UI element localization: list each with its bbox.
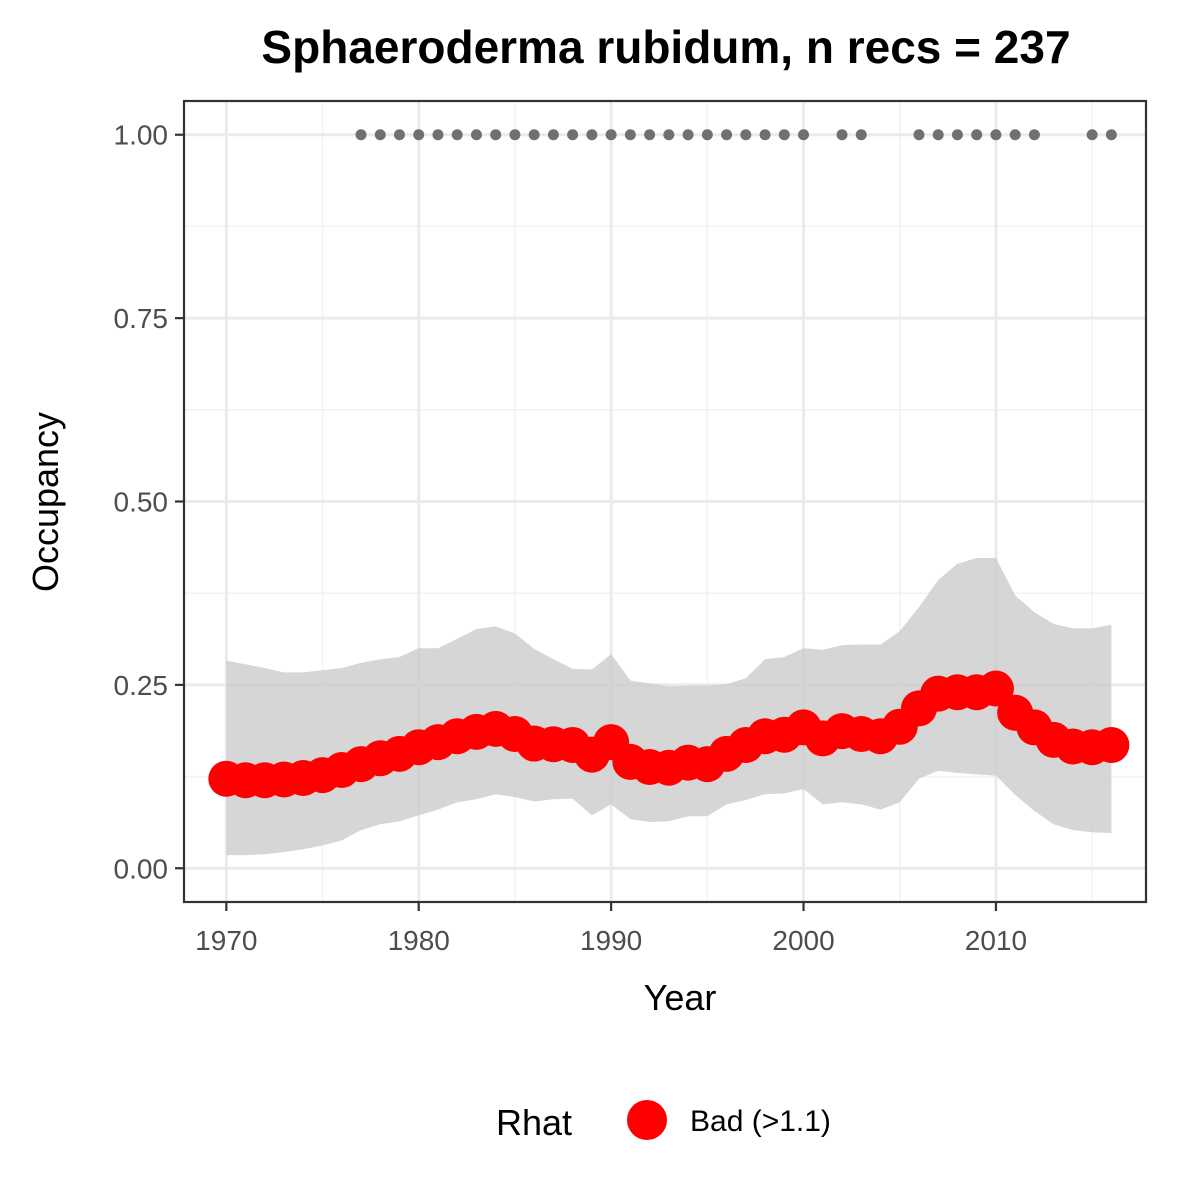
- record-dot: [740, 129, 752, 141]
- record-dot: [663, 129, 675, 141]
- record-dot: [855, 129, 867, 141]
- record-dot: [913, 129, 925, 141]
- record-dot: [836, 129, 848, 141]
- occupancy-point: [977, 670, 1014, 707]
- record-dot: [528, 129, 540, 141]
- record-dot: [1009, 129, 1021, 141]
- record-dot: [355, 129, 367, 141]
- record-dot: [509, 129, 521, 141]
- y-tick-label: 0.75: [114, 303, 169, 334]
- x-tick-label: 2000: [772, 925, 834, 956]
- y-tick-label: 0.25: [114, 670, 169, 701]
- occupancy-points-layer: [208, 670, 1130, 799]
- record-dots-layer: [355, 129, 1117, 141]
- record-dot: [470, 129, 482, 141]
- record-dot: [778, 129, 790, 141]
- x-tick-label: 2010: [965, 925, 1027, 956]
- y-tick-label: 0.50: [114, 487, 169, 518]
- x-tick-label: 1990: [580, 925, 642, 956]
- confidence-ribbon: [226, 558, 1112, 856]
- y-tick-label: 1.00: [114, 120, 169, 151]
- record-dot: [1086, 129, 1098, 141]
- confidence-ribbon-layer: [226, 558, 1112, 856]
- x-axis-title: Year: [644, 977, 717, 1018]
- record-dot: [682, 129, 694, 141]
- record-dot: [990, 129, 1002, 141]
- legend: Rhat Bad (>1.1): [496, 1100, 831, 1143]
- record-dot: [605, 129, 617, 141]
- record-dot: [644, 129, 656, 141]
- record-dot: [1105, 129, 1117, 141]
- record-dot: [413, 129, 425, 141]
- record-dot: [547, 129, 559, 141]
- record-dot: [759, 129, 771, 141]
- y-axis-title: Occupancy: [25, 412, 66, 592]
- record-dot: [1028, 129, 1040, 141]
- record-dot: [971, 129, 983, 141]
- y-axis: 0.00 0.25 0.50 0.75 1.00: [114, 120, 184, 884]
- chart-title: Sphaeroderma rubidum, n recs = 237: [261, 21, 1070, 73]
- y-tick-label: 0.00: [114, 853, 169, 884]
- record-dot: [490, 129, 502, 141]
- record-dot: [721, 129, 733, 141]
- record-dot: [624, 129, 636, 141]
- x-tick-label: 1980: [388, 925, 450, 956]
- legend-title: Rhat: [496, 1102, 572, 1143]
- record-dot: [393, 129, 405, 141]
- record-dot: [432, 129, 444, 141]
- record-dot: [932, 129, 944, 141]
- x-tick-label: 1970: [195, 925, 257, 956]
- record-dot: [374, 129, 386, 141]
- record-dot: [586, 129, 598, 141]
- legend-label-bad: Bad (>1.1): [690, 1105, 831, 1138]
- x-axis: 1970 1980 1990 2000 2010: [195, 902, 1027, 956]
- record-dot: [701, 129, 713, 141]
- record-dot: [567, 129, 579, 141]
- record-dot: [951, 129, 963, 141]
- record-dot: [451, 129, 463, 141]
- legend-key-bad: [627, 1100, 667, 1140]
- occupancy-point: [1093, 727, 1130, 764]
- record-dot: [798, 129, 810, 141]
